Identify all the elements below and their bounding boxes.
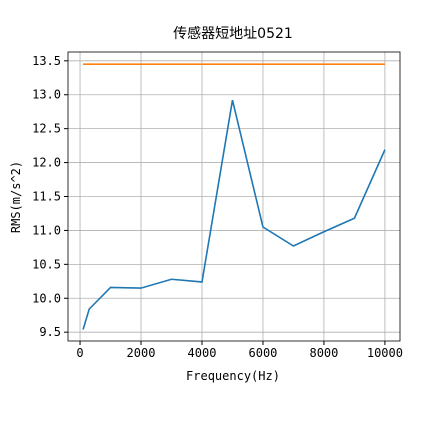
y-tick-label: 13.5 xyxy=(32,54,61,68)
y-tick-label: 10.0 xyxy=(32,291,61,305)
y-tick-label: 12.5 xyxy=(32,122,61,136)
y-tick-label: 11.5 xyxy=(32,190,61,204)
data-line xyxy=(82,99,386,330)
plot-frame xyxy=(67,51,401,342)
y-tick-label: 11.0 xyxy=(32,223,61,237)
x-tick-label: 6000 xyxy=(249,346,278,360)
x-tick-label: 10000 xyxy=(367,346,403,360)
x-tick-label: 8000 xyxy=(309,346,338,360)
x-tick-label: 2000 xyxy=(127,346,156,360)
y-tick-label: 9.5 xyxy=(39,325,61,339)
x-tick-label: 0 xyxy=(76,346,83,360)
y-tick-label: 10.5 xyxy=(32,257,61,271)
chart-title: 传感器短地址0521 xyxy=(173,25,293,42)
y-axis-label: RMS(m/s^2) xyxy=(9,161,23,233)
x-tick-label: 4000 xyxy=(188,346,217,360)
y-tick-label: 13.0 xyxy=(32,88,61,102)
y-tick-label: 12.0 xyxy=(32,156,61,170)
x-axis-label: Frequency(Hz) xyxy=(186,369,280,383)
